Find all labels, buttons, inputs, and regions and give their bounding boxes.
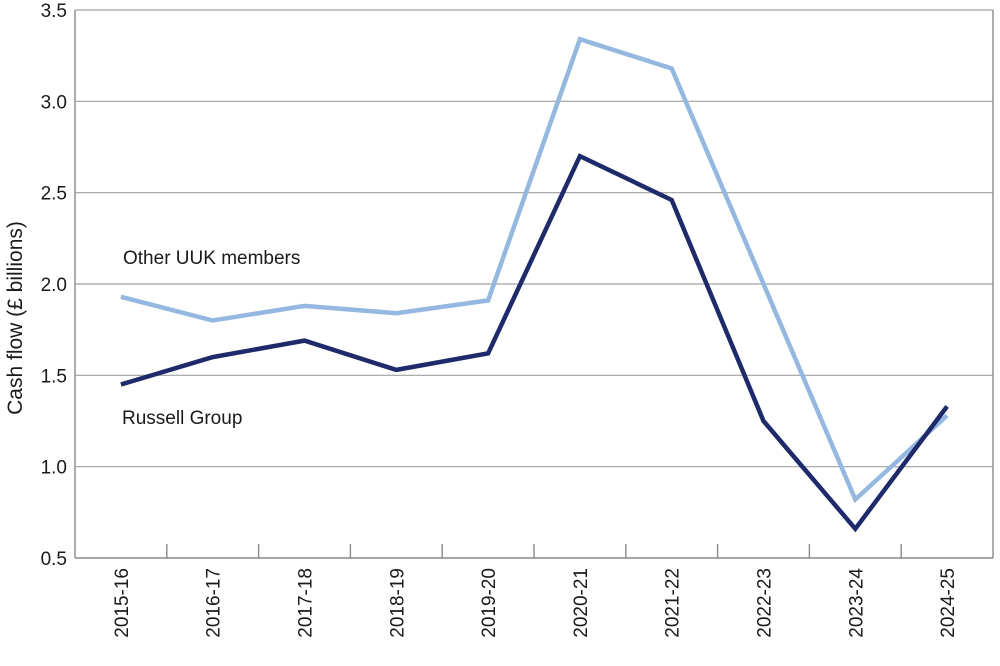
- x-tick-2021-22: 2021-22: [663, 568, 684, 638]
- x-tick-2015-16: 2015-16: [112, 568, 133, 638]
- x-tick-2020-21: 2020-21: [571, 568, 592, 638]
- y-tick-labels: 0.5 1.0 1.5 2.0 2.5 3.0 3.5: [41, 1, 67, 570]
- y-tick-0.5: 0.5: [41, 549, 67, 570]
- series-line-russell-group: [120, 153, 949, 533]
- x-tick-2024-25: 2024-25: [938, 568, 959, 638]
- y-tick-2.0: 2.0: [41, 275, 67, 296]
- x-tick-2016-17: 2016-17: [204, 568, 225, 638]
- grid-lines: [75, 9, 993, 468]
- y-tick-1.5: 1.5: [41, 366, 67, 387]
- axes: [74, 10, 994, 559]
- series-lines: [120, 36, 949, 533]
- y-axis-label: Cash flow (£ billions): [4, 221, 27, 415]
- y-tick-3.0: 3.0: [41, 92, 67, 113]
- y-tick-2.5: 2.5: [41, 184, 67, 205]
- x-tick-2018-19: 2018-19: [387, 568, 408, 638]
- x-tick-2017-18: 2017-18: [296, 568, 317, 638]
- x-tick-2023-24: 2023-24: [846, 568, 867, 638]
- series-line-other-uuk-members: [120, 36, 949, 504]
- series-label-russell-group: Russell Group: [122, 408, 242, 429]
- series-label-other-uuk-members: Other UUK members: [123, 248, 300, 269]
- x-tick-labels: 2015-16 2016-17 2017-18 2018-19 2019-20 2020-…: [112, 568, 959, 638]
- y-tick-1.0: 1.0: [41, 458, 67, 479]
- x-tick-2019-20: 2019-20: [479, 568, 500, 638]
- y-tick-3.5: 3.5: [41, 1, 67, 22]
- x-tick-2022-23: 2022-23: [755, 568, 776, 638]
